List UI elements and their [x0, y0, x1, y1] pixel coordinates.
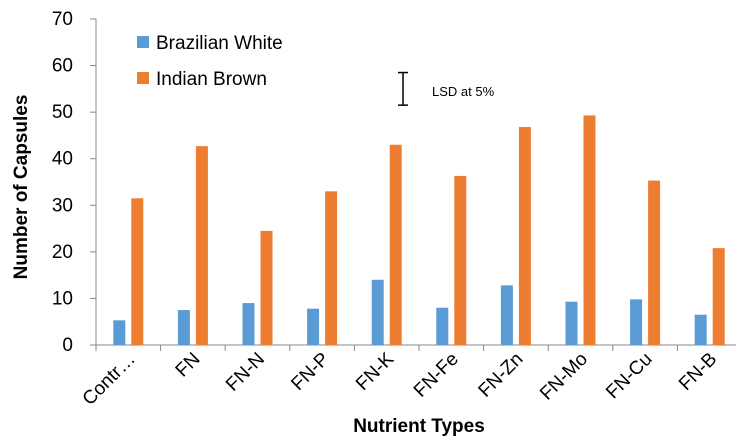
bar-indian-brown [195, 146, 208, 345]
bar-brazilian-white [694, 314, 707, 345]
x-axis-title: Nutrient Types [353, 416, 485, 437]
bar-brazilian-white [565, 301, 578, 345]
bar-indian-brown [454, 175, 467, 345]
bar-brazilian-white [371, 279, 384, 345]
y-tick-label: 50 [52, 102, 73, 123]
bar-indian-brown [260, 230, 273, 345]
lsd-annotation: LSD at 5% [398, 71, 495, 106]
legend-swatch-brazilian-white [137, 36, 149, 48]
x-tick-label: FN [172, 349, 205, 382]
bar-brazilian-white [242, 303, 255, 345]
bar-indian-brown [325, 191, 338, 345]
legend: Brazilian White Indian Brown [137, 33, 283, 90]
bar-indian-brown [518, 127, 531, 345]
x-tick-label: FN-Mo [536, 349, 592, 405]
bar-brazilian-white [630, 299, 643, 345]
y-tick-label: 30 [52, 195, 73, 216]
legend-label-brazilian-white: Brazilian White [156, 33, 283, 54]
x-tick-label: FN-Zn [475, 349, 528, 402]
y-tick-label: 70 [52, 9, 73, 30]
bar-indian-brown [712, 248, 725, 345]
x-tick-label: Contr… [79, 349, 140, 410]
y-tick-label: 40 [52, 149, 73, 170]
bar-indian-brown [583, 115, 596, 345]
x-tick-label: FN-Fe [410, 349, 463, 402]
x-tick-label: FN-N [222, 349, 269, 396]
x-tick-label: FN-P [287, 349, 333, 395]
legend-label-indian-brown: Indian Brown [156, 69, 267, 90]
y-tick-label: 20 [52, 242, 73, 263]
bar-brazilian-white [177, 310, 190, 345]
bar-indian-brown [131, 198, 144, 345]
x-tick-label: FN-Cu [602, 349, 656, 403]
bar-indian-brown [648, 180, 661, 345]
lsd-label: LSD at 5% [432, 84, 495, 99]
y-tick-label: 10 [52, 288, 73, 309]
bar-brazilian-white [113, 320, 126, 345]
y-axis: 0 10 20 30 40 50 60 70 [52, 9, 97, 356]
bar-indian-brown [389, 144, 402, 345]
legend-swatch-indian-brown [137, 72, 149, 84]
y-tick-label: 60 [52, 56, 73, 77]
bar-brazilian-white [307, 308, 320, 345]
y-axis-title: Number of Capsules [11, 95, 32, 280]
bar-brazilian-white [436, 307, 449, 345]
x-tick-label: FN-B [675, 349, 721, 395]
x-tick-label: FN-K [352, 348, 398, 394]
bars [113, 115, 725, 345]
x-axis: Contr… FN FN-N FN-P FN-K FN-Fe FN-Zn FN-Mo FN-Cu… [79, 344, 736, 410]
y-tick-label: 0 [62, 335, 73, 356]
bar-brazilian-white [500, 285, 513, 345]
